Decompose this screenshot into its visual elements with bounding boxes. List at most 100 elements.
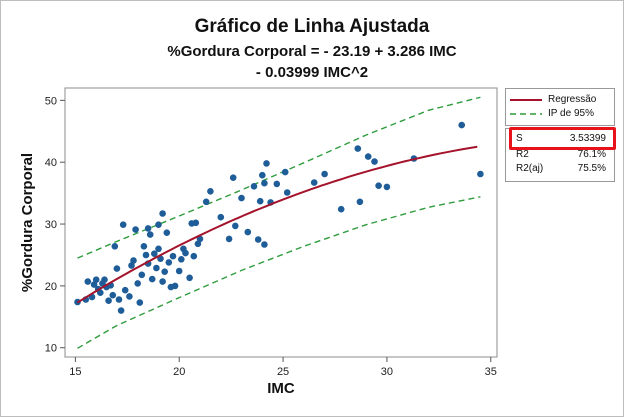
regression-line xyxy=(76,145,478,304)
data-point xyxy=(364,153,372,160)
data-point xyxy=(92,276,100,284)
stat-value-r2: 76.1% xyxy=(577,149,606,160)
chart-subtitle-line-2: - 0.03999 IMC^2 xyxy=(255,64,369,81)
data-point xyxy=(113,265,121,272)
data-point xyxy=(128,262,135,269)
data-point xyxy=(159,278,166,285)
data-point xyxy=(207,188,214,195)
x-axis-label: IMC xyxy=(267,380,295,397)
data-point xyxy=(186,274,193,282)
x-tick-label: 30 xyxy=(381,366,393,378)
data-point xyxy=(310,179,318,186)
data-point xyxy=(155,245,162,253)
data-point xyxy=(225,235,233,243)
data-point xyxy=(171,282,179,290)
data-point xyxy=(232,222,239,230)
y-tick-label: 40 xyxy=(45,157,57,169)
data-point xyxy=(263,160,270,167)
data-point xyxy=(115,296,123,303)
data-point xyxy=(144,225,152,232)
data-point xyxy=(254,236,262,243)
data-point xyxy=(155,221,162,228)
data-point xyxy=(151,250,158,257)
stat-key-s: S xyxy=(516,133,523,144)
data-point xyxy=(117,307,125,314)
data-point xyxy=(375,182,382,189)
data-point xyxy=(356,198,364,206)
legend-dashed-line-swatch xyxy=(510,113,542,115)
chart-title: Gráfico de Linha Ajustada xyxy=(194,16,430,37)
data-point xyxy=(244,228,252,236)
data-point xyxy=(119,221,127,228)
x-tick-label: 20 xyxy=(173,366,185,378)
data-point xyxy=(84,278,92,285)
stat-highlight-box xyxy=(509,127,616,150)
y-tick-label: 10 xyxy=(45,343,57,355)
data-point xyxy=(281,168,289,176)
x-tick-label: 25 xyxy=(277,366,289,378)
y-axis-label: %Gordura Corporal xyxy=(19,153,36,292)
data-point xyxy=(217,213,225,221)
data-point xyxy=(126,293,133,300)
y-tick-label: 20 xyxy=(45,281,57,293)
data-point xyxy=(178,255,185,263)
data-point xyxy=(142,251,150,259)
data-point xyxy=(192,219,200,227)
data-point xyxy=(337,205,345,213)
data-point xyxy=(111,243,119,250)
data-point xyxy=(148,275,156,283)
data-point xyxy=(161,268,168,276)
stat-value-s: 3.53399 xyxy=(569,133,606,144)
data-point xyxy=(159,210,166,217)
legend-label-regression: Regressão xyxy=(548,94,597,105)
prediction-interval-lower xyxy=(77,196,481,349)
data-point xyxy=(202,198,210,206)
data-point xyxy=(105,297,112,305)
data-point xyxy=(190,252,198,260)
stat-row-r2-adj: R2(aj) 75.5% xyxy=(506,163,614,176)
data-point xyxy=(238,194,245,202)
legend-solid-line-swatch xyxy=(510,99,542,101)
data-point xyxy=(169,252,177,260)
data-point xyxy=(97,289,104,297)
stat-row-s: S 3.53399 xyxy=(506,133,614,146)
data-point xyxy=(354,145,362,152)
data-point xyxy=(458,121,466,129)
stat-key-r2-adj: R2(aj) xyxy=(516,163,544,174)
prediction-interval-upper xyxy=(77,96,481,259)
data-point xyxy=(182,249,189,257)
stat-row-r2: R2 76.1% xyxy=(506,149,614,162)
data-point xyxy=(261,241,268,248)
data-point xyxy=(371,158,378,165)
data-point xyxy=(134,280,141,287)
data-point xyxy=(175,267,183,275)
x-tick-label: 15 xyxy=(69,366,81,378)
data-point xyxy=(109,291,117,299)
data-point xyxy=(477,170,484,178)
data-point xyxy=(229,174,237,181)
data-point xyxy=(140,243,148,250)
stat-key-r2: R2 xyxy=(516,149,529,160)
data-point xyxy=(165,259,173,266)
data-point xyxy=(153,264,160,272)
data-point xyxy=(273,180,281,188)
y-tick-label: 50 xyxy=(45,95,57,107)
data-point xyxy=(130,257,137,264)
data-point xyxy=(196,235,204,243)
data-point xyxy=(121,286,129,294)
data-point xyxy=(138,271,146,279)
stat-value-r2-adj: 75.5% xyxy=(577,163,606,174)
data-point xyxy=(250,183,258,190)
legend-label-prediction-interval: IP de 95% xyxy=(548,108,594,119)
plot-area xyxy=(64,87,498,358)
data-point xyxy=(146,231,154,238)
legend: Regressão IP de 95% xyxy=(505,88,615,126)
data-point xyxy=(132,226,139,233)
data-point xyxy=(259,171,266,179)
data-point xyxy=(283,189,291,196)
data-point xyxy=(261,179,268,187)
data-point xyxy=(256,197,264,205)
y-tick-label: 30 xyxy=(45,219,57,231)
data-point xyxy=(136,299,144,306)
data-point xyxy=(163,229,171,236)
